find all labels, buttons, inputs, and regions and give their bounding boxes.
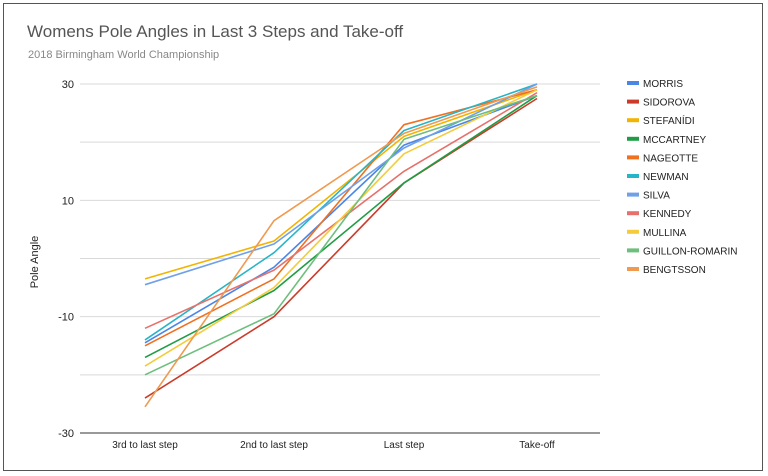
legend-label: GUILLON-ROMARIN xyxy=(643,246,737,257)
legend-item: NAGEOTTE xyxy=(627,153,698,164)
legend-swatch xyxy=(627,99,639,104)
legend-item: GUILLON-ROMARIN xyxy=(627,246,737,257)
legend-swatch xyxy=(627,267,639,271)
legend-swatch xyxy=(627,248,639,253)
legend-item: MORRIS xyxy=(627,79,683,90)
y-tick-label: 30 xyxy=(62,79,74,91)
series-line-sidorova xyxy=(144,97,538,399)
legend-swatch xyxy=(627,229,639,234)
y-axis-ticks: 30 10 -10 -30 xyxy=(58,79,74,440)
legend-item: BENGTSSON xyxy=(627,265,706,276)
series-line-bengtsson xyxy=(144,86,538,408)
legend-item: SILVA xyxy=(627,191,670,202)
series-line-newman xyxy=(144,83,538,341)
y-tick-label: -30 xyxy=(58,428,74,440)
legend-label: MORRIS xyxy=(643,79,683,90)
chart-title: Womens Pole Angles in Last 3 Steps and T… xyxy=(27,22,404,41)
legend-item: SIDOROVA xyxy=(627,98,695,109)
legend-item: MCCARTNEY xyxy=(627,135,706,146)
x-tick-label: Last step xyxy=(384,440,425,451)
legend-item: STEFANÍDI xyxy=(627,114,695,127)
legend-swatch xyxy=(627,136,639,141)
legend-swatch xyxy=(627,81,639,85)
legend-item: NEWMAN xyxy=(627,172,689,183)
legend-swatch xyxy=(627,155,639,160)
series-line-kennedy xyxy=(144,92,538,330)
series-line-mccartney xyxy=(144,94,538,359)
legend-item: MULLINA xyxy=(627,228,687,239)
legend-label: STEFANÍDI xyxy=(643,114,695,127)
series-line-silva xyxy=(144,83,538,286)
x-axis-ticks: 3rd to last step 2nd to last step Last ste… xyxy=(112,440,555,451)
legend-swatch xyxy=(627,211,639,216)
legend-swatch xyxy=(627,192,639,197)
legend-label: MCCARTNEY xyxy=(643,135,706,146)
y-axis-label: Pole Angle xyxy=(29,236,41,289)
x-tick-label: 2nd to last step xyxy=(240,440,308,451)
legend-label: NEWMAN xyxy=(643,172,689,183)
gridlines xyxy=(80,83,600,434)
series-lines xyxy=(144,83,538,408)
legend-label: NAGEOTTE xyxy=(643,153,698,164)
legend-item: KENNEDY xyxy=(627,209,692,220)
legend-label: BENGTSSON xyxy=(643,265,706,276)
series-line-morris xyxy=(144,94,538,344)
series-line-guillon-romarin xyxy=(144,94,538,376)
x-tick-label: 3rd to last step xyxy=(112,440,178,451)
legend-swatch xyxy=(627,174,639,178)
legend-label: MULLINA xyxy=(643,228,687,239)
y-tick-label: 10 xyxy=(62,195,74,207)
legend-label: SIDOROVA xyxy=(643,98,695,109)
series-line-mullina xyxy=(144,89,538,367)
series-line-stefanídi xyxy=(144,89,538,280)
legend-label: SILVA xyxy=(643,191,670,202)
y-tick-label: -10 xyxy=(58,312,74,324)
legend-swatch xyxy=(627,118,639,123)
legend: MORRIS SIDOROVA STEFANÍDI MCCARTNEY NAGEOTTE… xyxy=(627,79,737,276)
x-tick-label: Take-off xyxy=(519,440,555,451)
chart-subtitle: 2018 Birmingham World Championship xyxy=(28,49,220,61)
legend-label: KENNEDY xyxy=(643,209,692,220)
